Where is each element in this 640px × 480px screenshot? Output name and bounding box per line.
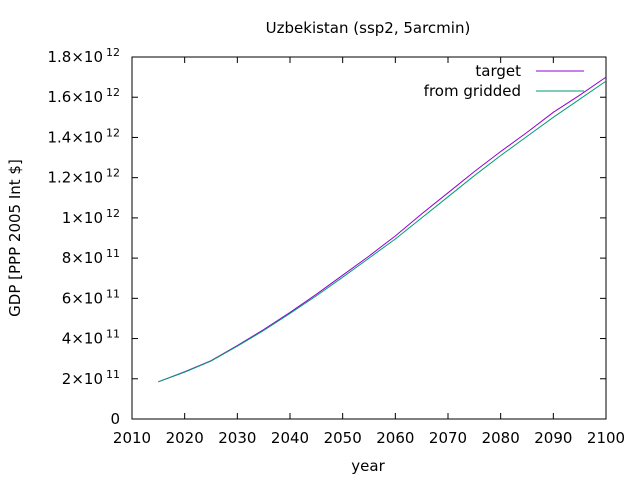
y-tick-label: 6×10 11 (62, 287, 120, 307)
x-tick-label: 2070 (429, 429, 467, 447)
x-tick-label: 2020 (166, 429, 204, 447)
series-line-0 (158, 76, 607, 383)
axes: 2010 2020 2030 2040 2050 2060 2070 2080 2090 2100… (47, 46, 625, 447)
y-tick-label: 1.6×10 12 (47, 86, 120, 106)
series-layer (158, 76, 607, 383)
x-tick-label: 2060 (376, 429, 414, 447)
y-tick-label: 1×10 12 (62, 207, 120, 227)
chart-title: Uzbekistan (ssp2, 5arcmin) (266, 19, 471, 37)
y-tick-label: 0 (110, 410, 120, 428)
x-axis-label: year (351, 457, 385, 475)
y-tick-label: 1.4×10 12 (47, 126, 120, 146)
y-tick-label: 1.2×10 12 (47, 167, 120, 187)
x-tick-label: 2010 (113, 429, 151, 447)
legend-label: from gridded (424, 82, 521, 100)
x-tick-label: 2040 (271, 429, 309, 447)
legend-label: target (475, 62, 521, 80)
x-tick-label: 2100 (587, 429, 625, 447)
x-tick-label: 2080 (482, 429, 520, 447)
y-tick-label: 8×10 11 (62, 247, 120, 267)
y-tick-label: 1.8×10 12 (47, 46, 120, 66)
legend: target from gridded (424, 62, 584, 100)
y-tick-label: 4×10 11 (62, 328, 120, 348)
x-tick-label: 2030 (218, 429, 256, 447)
series-line-1 (158, 80, 607, 383)
x-tick-label: 2050 (324, 429, 362, 447)
plot-area-border (131, 56, 607, 420)
x-tick-label: 2090 (534, 429, 572, 447)
y-axis-label: GDP [PPP 2005 Int $] (6, 159, 24, 317)
y-tick-label: 2×10 11 (62, 368, 120, 388)
